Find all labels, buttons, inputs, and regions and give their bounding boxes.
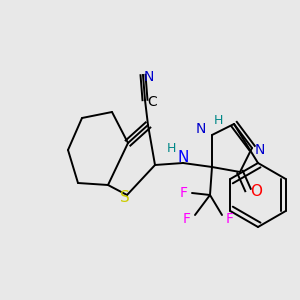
Text: N: N xyxy=(177,149,189,164)
Text: H: H xyxy=(166,142,176,155)
Text: C: C xyxy=(147,95,157,109)
Text: F: F xyxy=(183,212,191,226)
Text: N: N xyxy=(144,70,154,84)
Text: N: N xyxy=(196,122,206,136)
Text: F: F xyxy=(226,212,234,226)
Text: N: N xyxy=(255,143,265,157)
Text: O: O xyxy=(250,184,262,200)
Text: F: F xyxy=(180,186,188,200)
Text: S: S xyxy=(120,190,130,206)
Text: H: H xyxy=(213,115,223,128)
